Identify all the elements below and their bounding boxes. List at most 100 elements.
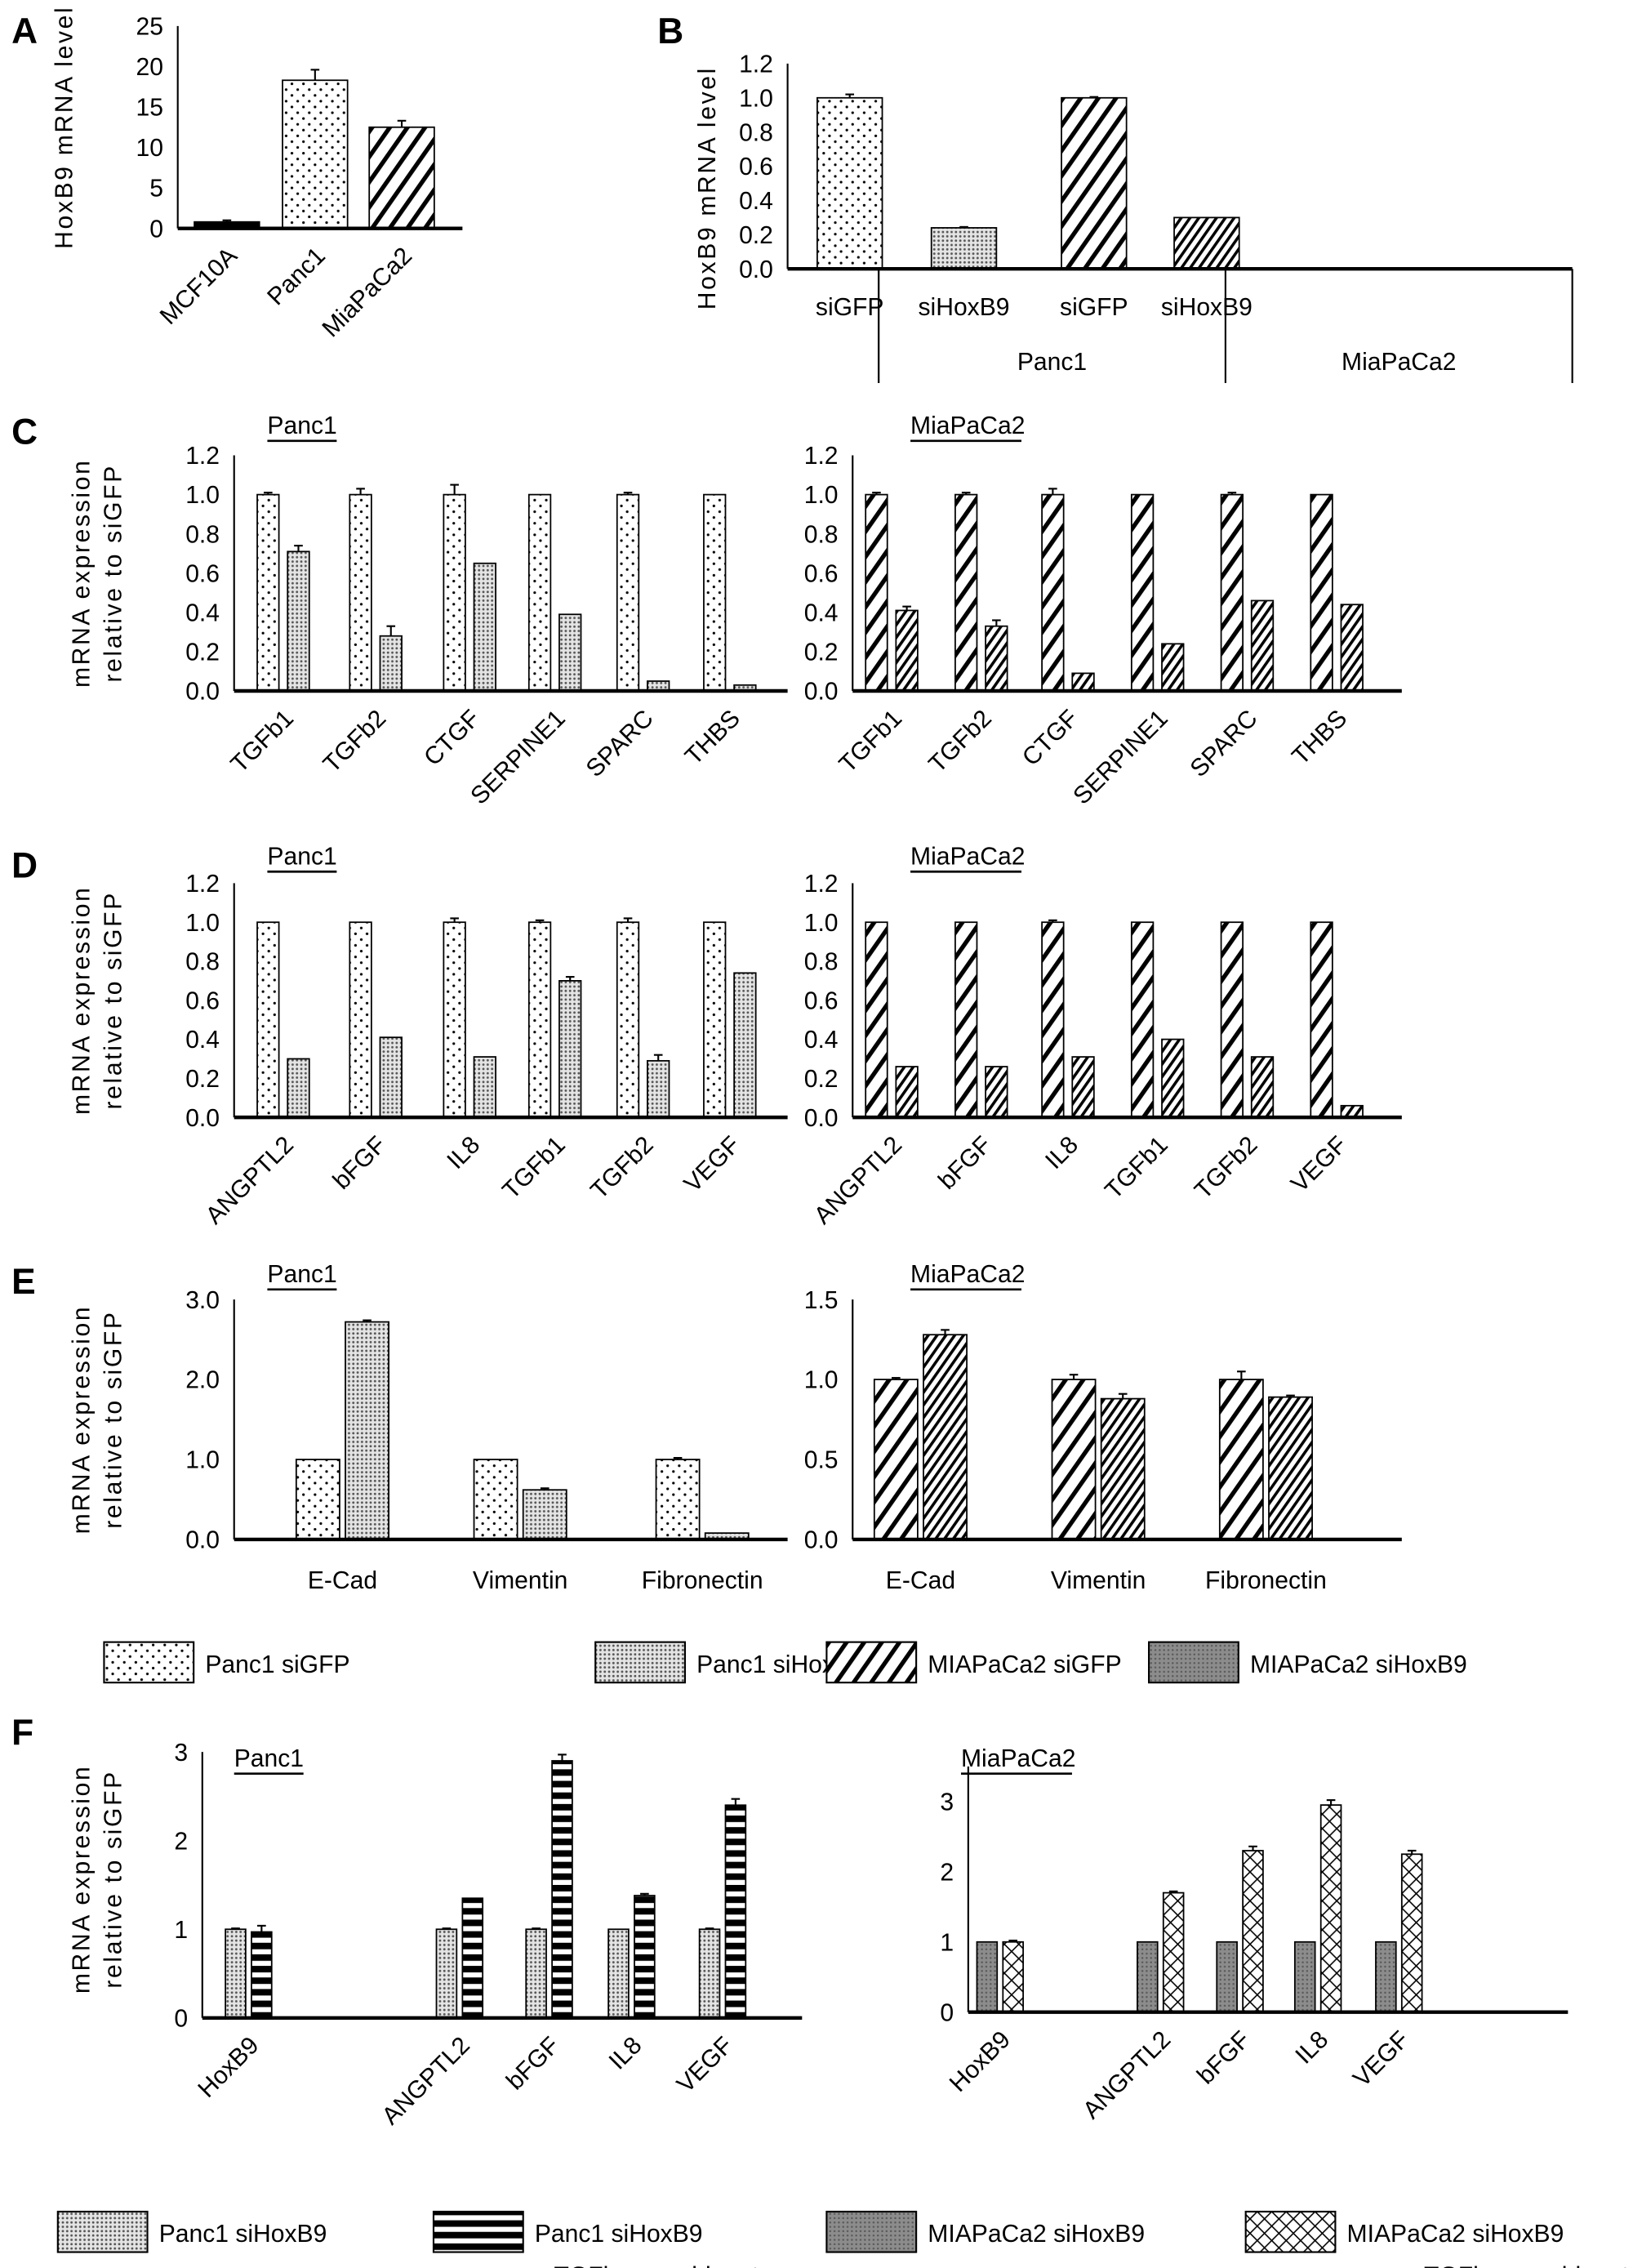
- y-tick-label: 0.2: [185, 1066, 220, 1093]
- bar: [647, 1059, 670, 1119]
- chart-f-miapaca2: 0 1 2 3 HoxB9 ANGPTL2 bFGF IL8 VEGF MiaPaCa2: [940, 1745, 1568, 2124]
- bar: [443, 493, 466, 692]
- y-tick-label: 3: [174, 1740, 188, 1767]
- bar: [251, 1931, 273, 2019]
- y-tick-label: 0.8: [185, 521, 220, 548]
- x-tick-label: siGFP: [816, 294, 884, 321]
- x-tick-label: siGFP: [1060, 294, 1128, 321]
- bar: [1242, 1850, 1264, 2013]
- x-tick-label: THBS: [680, 705, 745, 770]
- bar: [1268, 1396, 1313, 1540]
- legend-label: Panc1 siGFP: [205, 1651, 349, 1678]
- legend-swatch: [103, 1641, 195, 1684]
- y-tick-label: 0: [174, 2005, 188, 2032]
- y-tick-label: 0.5: [804, 1447, 839, 1474]
- legend-item: Panc1 siGFP: [103, 1641, 350, 1684]
- y-tick-label: 0.6: [804, 560, 839, 587]
- bar: [558, 613, 582, 692]
- legend-1: Panc1 siGFP Panc1 siHoxB9 MIAPaCa2 siGFP MI…: [103, 1641, 1467, 1684]
- y-tick-label: 0.4: [804, 1027, 839, 1054]
- x-tick-label: HoxB9: [193, 2032, 264, 2103]
- y-tick-label: 0.0: [185, 1105, 220, 1132]
- y-axis-label: mRNA expression: [69, 1305, 96, 1535]
- y-tick-label: 1.0: [185, 1447, 220, 1474]
- bar: [895, 609, 919, 692]
- panel-letter: B: [657, 11, 683, 51]
- chart-subtitle: MiaPaCa2: [910, 843, 1025, 870]
- chart-f-panc1: 0 1 2 3 HoxB9 ANGPTL2 bFGF IL8 VEGF Panc1 mRNA exp…: [69, 1740, 803, 2130]
- y-tick-label: 3.0: [185, 1287, 220, 1314]
- bar: [287, 1058, 310, 1119]
- y-tick-label: 0.0: [804, 1105, 839, 1132]
- bar: [1061, 96, 1128, 270]
- bar: [1220, 921, 1244, 1119]
- legend-label: Panc1 siHoxB9: [159, 2221, 327, 2248]
- y-tick-label: 0.2: [804, 1066, 839, 1093]
- x-tick-label: ANGPTL2: [809, 1131, 907, 1229]
- y-axis-label: relative to siGFP: [100, 1310, 127, 1528]
- x-tick-label: SPARC: [1186, 705, 1263, 782]
- y-tick-label: 15: [136, 95, 163, 122]
- legend-swatch: [432, 2210, 524, 2253]
- y-tick-label: 1.2: [739, 51, 773, 78]
- bar: [345, 1321, 389, 1540]
- legend-swatch: [1148, 1641, 1239, 1684]
- bar: [349, 493, 372, 692]
- legend-swatch: [594, 1641, 686, 1684]
- chart-subtitle: Panc1: [267, 843, 336, 870]
- bar: [1137, 1940, 1159, 2013]
- bar: [865, 493, 888, 692]
- y-axis-label: mRNA expression: [69, 886, 96, 1116]
- chart-b: 0.0 0.2 0.4 0.6 0.8 1.0 1.2 siGFP siHoxB9 siGFP si…: [694, 51, 1573, 384]
- y-axis-label: relative to siGFP: [100, 464, 127, 682]
- bar: [985, 1066, 1008, 1119]
- bar: [522, 1489, 567, 1540]
- y-tick-label: 0.6: [185, 560, 220, 587]
- x-tick-label: IL8: [604, 2032, 647, 2075]
- y-axis-label: relative to siGFP: [100, 891, 127, 1109]
- legend-label: MIAPaCa2 siHoxB9: [1250, 1651, 1467, 1678]
- y-tick-label: 0.6: [739, 154, 773, 180]
- bar: [295, 1459, 340, 1540]
- chart-d-miapaca2: 0.0 0.2 0.4 0.6 0.8 1.0 1.2 ANGPTL2 bFGF IL8 TGFb1…: [804, 843, 1402, 1229]
- y-tick-label: 1.0: [185, 910, 220, 937]
- y-tick-label: 1.0: [804, 482, 839, 509]
- bar: [607, 1928, 630, 2019]
- y-tick-label: 1.2: [185, 443, 220, 470]
- x-tick-label: CTGF: [419, 705, 485, 771]
- y-tick-label: 0.8: [804, 521, 839, 548]
- bar: [1130, 921, 1155, 1119]
- bar: [1218, 1379, 1264, 1540]
- bar: [816, 96, 883, 270]
- y-tick-label: 2.0: [185, 1367, 220, 1394]
- y-axis-label: mRNA expression: [69, 459, 96, 688]
- bar: [985, 625, 1008, 692]
- y-tick-label: 0.2: [739, 222, 773, 249]
- y-tick-label: 1.0: [804, 1367, 839, 1394]
- y-axis-label: mRNA expression: [69, 1765, 96, 1994]
- y-tick-label: 0: [940, 1999, 954, 2026]
- bar: [527, 921, 552, 1119]
- legend-label: Panc1 siHoxB9: [535, 2221, 703, 2248]
- bar: [976, 1940, 999, 2013]
- bar: [1041, 493, 1065, 692]
- y-tick-label: 1.0: [185, 482, 220, 509]
- legend-item: MIAPaCa2 siHoxB9 +TGFb recombinant: [1244, 2210, 1629, 2268]
- bar: [1002, 1940, 1024, 2013]
- x-tick-label: TGFb1: [834, 705, 908, 778]
- bar: [551, 1760, 573, 2019]
- x-tick-label: VEGF: [1348, 2026, 1414, 2092]
- y-tick-label: 0: [149, 216, 163, 243]
- y-tick-label: 0.8: [804, 949, 839, 976]
- bar: [256, 493, 280, 692]
- bar: [1162, 1891, 1185, 2013]
- chart-subtitle: MiaPaCa2: [910, 412, 1025, 439]
- bar: [473, 1459, 518, 1540]
- x-tick-label: HoxB9: [945, 2026, 1016, 2097]
- legend-label: +TGFb recombinant: [540, 2262, 759, 2268]
- bar: [525, 1928, 547, 2019]
- x-tick-label: TGFb2: [585, 1131, 659, 1205]
- bar: [1161, 643, 1185, 692]
- bar: [1250, 599, 1275, 692]
